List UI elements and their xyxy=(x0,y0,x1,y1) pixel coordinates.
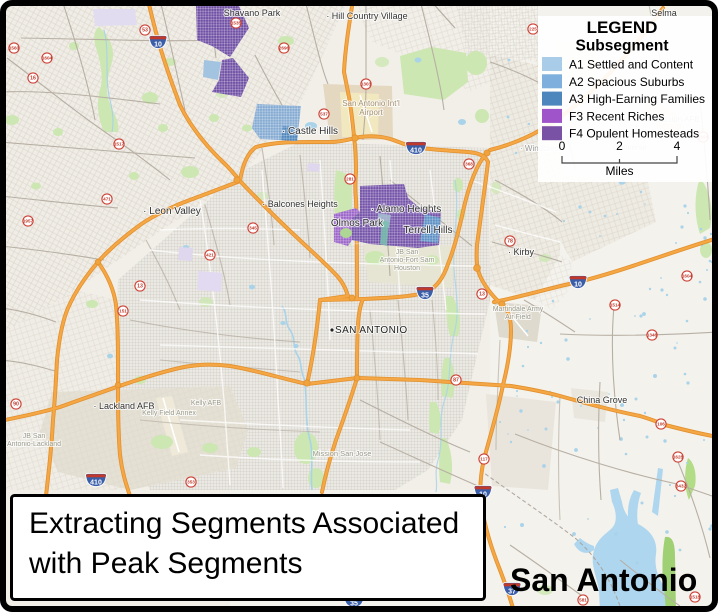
svg-text:421: 421 xyxy=(206,253,214,258)
svg-text:San Antonio: San Antonio xyxy=(510,562,697,598)
svg-text:4: 4 xyxy=(674,139,681,153)
svg-text:Martindale Army: Martindale Army xyxy=(493,306,544,313)
svg-text:106: 106 xyxy=(657,422,665,427)
svg-text:1560: 1560 xyxy=(9,46,20,51)
svg-text:581: 581 xyxy=(579,598,587,603)
svg-text:A2 Spacious Suburbs: A2 Spacious Suburbs xyxy=(569,75,684,89)
svg-text:· Lackland AFB: · Lackland AFB xyxy=(93,401,154,411)
svg-text:1604: 1604 xyxy=(42,56,53,61)
svg-text:Mission San Jose: Mission San Jose xyxy=(313,449,372,458)
svg-text:Extracting Segments Associated: Extracting Segments Associated xyxy=(29,507,459,540)
svg-text:35: 35 xyxy=(350,601,358,608)
svg-text:Shavano Park: Shavano Park xyxy=(224,8,281,18)
svg-text:· Alamo Heights: · Alamo Heights xyxy=(371,204,442,215)
svg-text:· Castle Hills: · Castle Hills xyxy=(282,126,338,137)
svg-text:1957: 1957 xyxy=(23,219,34,224)
svg-text:A1 Settled and Content: A1 Settled and Content xyxy=(569,58,694,72)
svg-text:0: 0 xyxy=(559,139,566,153)
svg-text:1535: 1535 xyxy=(231,21,242,26)
svg-text:78: 78 xyxy=(507,239,513,245)
svg-text:F3 Recent Riches: F3 Recent Riches xyxy=(569,109,664,123)
svg-text:· Leon Valley: · Leon Valley xyxy=(143,206,201,217)
svg-text:JB San: JB San xyxy=(23,433,46,440)
svg-text:Kelly Field Annex: Kelly Field Annex xyxy=(142,410,196,417)
svg-text:35: 35 xyxy=(421,292,429,299)
svg-text:1346: 1346 xyxy=(647,333,658,338)
svg-text:1518: 1518 xyxy=(690,595,701,600)
svg-text:Subsegment: Subsegment xyxy=(575,38,668,55)
svg-text:Antonio-Lackland: Antonio-Lackland xyxy=(7,441,61,448)
svg-text:1514: 1514 xyxy=(610,303,621,308)
svg-text:353: 353 xyxy=(187,480,195,485)
svg-text:410: 410 xyxy=(90,479,102,486)
svg-text:37: 37 xyxy=(508,588,516,595)
svg-text:225: 225 xyxy=(529,27,537,32)
svg-text:LEGEND: LEGEND xyxy=(587,18,658,37)
svg-text:Miles: Miles xyxy=(605,164,633,178)
svg-text:Kelly AFB: Kelly AFB xyxy=(191,400,222,407)
svg-text:China Grove: China Grove xyxy=(577,395,628,405)
svg-text:53: 53 xyxy=(142,28,148,34)
svg-text:San Antonio Int'l: San Antonio Int'l xyxy=(342,99,400,108)
svg-text:1628: 1628 xyxy=(673,455,684,460)
svg-text:16: 16 xyxy=(30,76,36,82)
svg-text:13: 13 xyxy=(137,284,143,290)
svg-text:Terrell Hills: Terrell Hills xyxy=(404,225,453,236)
svg-text:10: 10 xyxy=(154,41,162,48)
svg-text:· Hill Country Village: · Hill Country Village xyxy=(326,11,407,21)
svg-text:345: 345 xyxy=(249,226,257,231)
svg-text:537: 537 xyxy=(320,112,328,117)
svg-text:2: 2 xyxy=(616,139,623,153)
svg-text:3432: 3432 xyxy=(676,484,687,489)
svg-text:· Balcones Heights: · Balcones Heights xyxy=(262,199,338,209)
svg-text:Airport: Airport xyxy=(359,108,383,117)
svg-text:1303: 1303 xyxy=(361,82,372,87)
svg-text:117: 117 xyxy=(480,457,488,462)
svg-text:Houston: Houston xyxy=(394,265,420,272)
svg-text:10: 10 xyxy=(574,281,582,288)
svg-text:Olmos Park: Olmos Park xyxy=(331,218,384,229)
svg-text:SAN ANTONIO: SAN ANTONIO xyxy=(335,325,408,336)
svg-text:· Kirby: · Kirby xyxy=(508,247,535,257)
svg-text:with Peak Segments: with Peak Segments xyxy=(28,547,302,580)
svg-text:1604: 1604 xyxy=(682,274,693,279)
svg-text:471: 471 xyxy=(103,197,111,202)
svg-text:281: 281 xyxy=(346,177,354,182)
svg-text:Air Field: Air Field xyxy=(505,314,531,321)
svg-text:410: 410 xyxy=(410,147,422,154)
svg-text:90: 90 xyxy=(13,402,19,408)
svg-text:368: 368 xyxy=(465,162,473,167)
svg-text:JB San: JB San xyxy=(396,249,419,256)
svg-text:2696: 2696 xyxy=(279,46,290,51)
svg-text:87: 87 xyxy=(453,378,459,384)
svg-text:13: 13 xyxy=(479,292,485,298)
svg-text:Antonio-Fort Sam: Antonio-Fort Sam xyxy=(380,257,435,264)
svg-text:1517: 1517 xyxy=(114,142,125,147)
svg-text:F4 Opulent Homesteads: F4 Opulent Homesteads xyxy=(569,127,699,141)
svg-text:151: 151 xyxy=(119,309,127,314)
svg-text:A3 High-Earning Families: A3 High-Earning Families xyxy=(569,92,705,106)
